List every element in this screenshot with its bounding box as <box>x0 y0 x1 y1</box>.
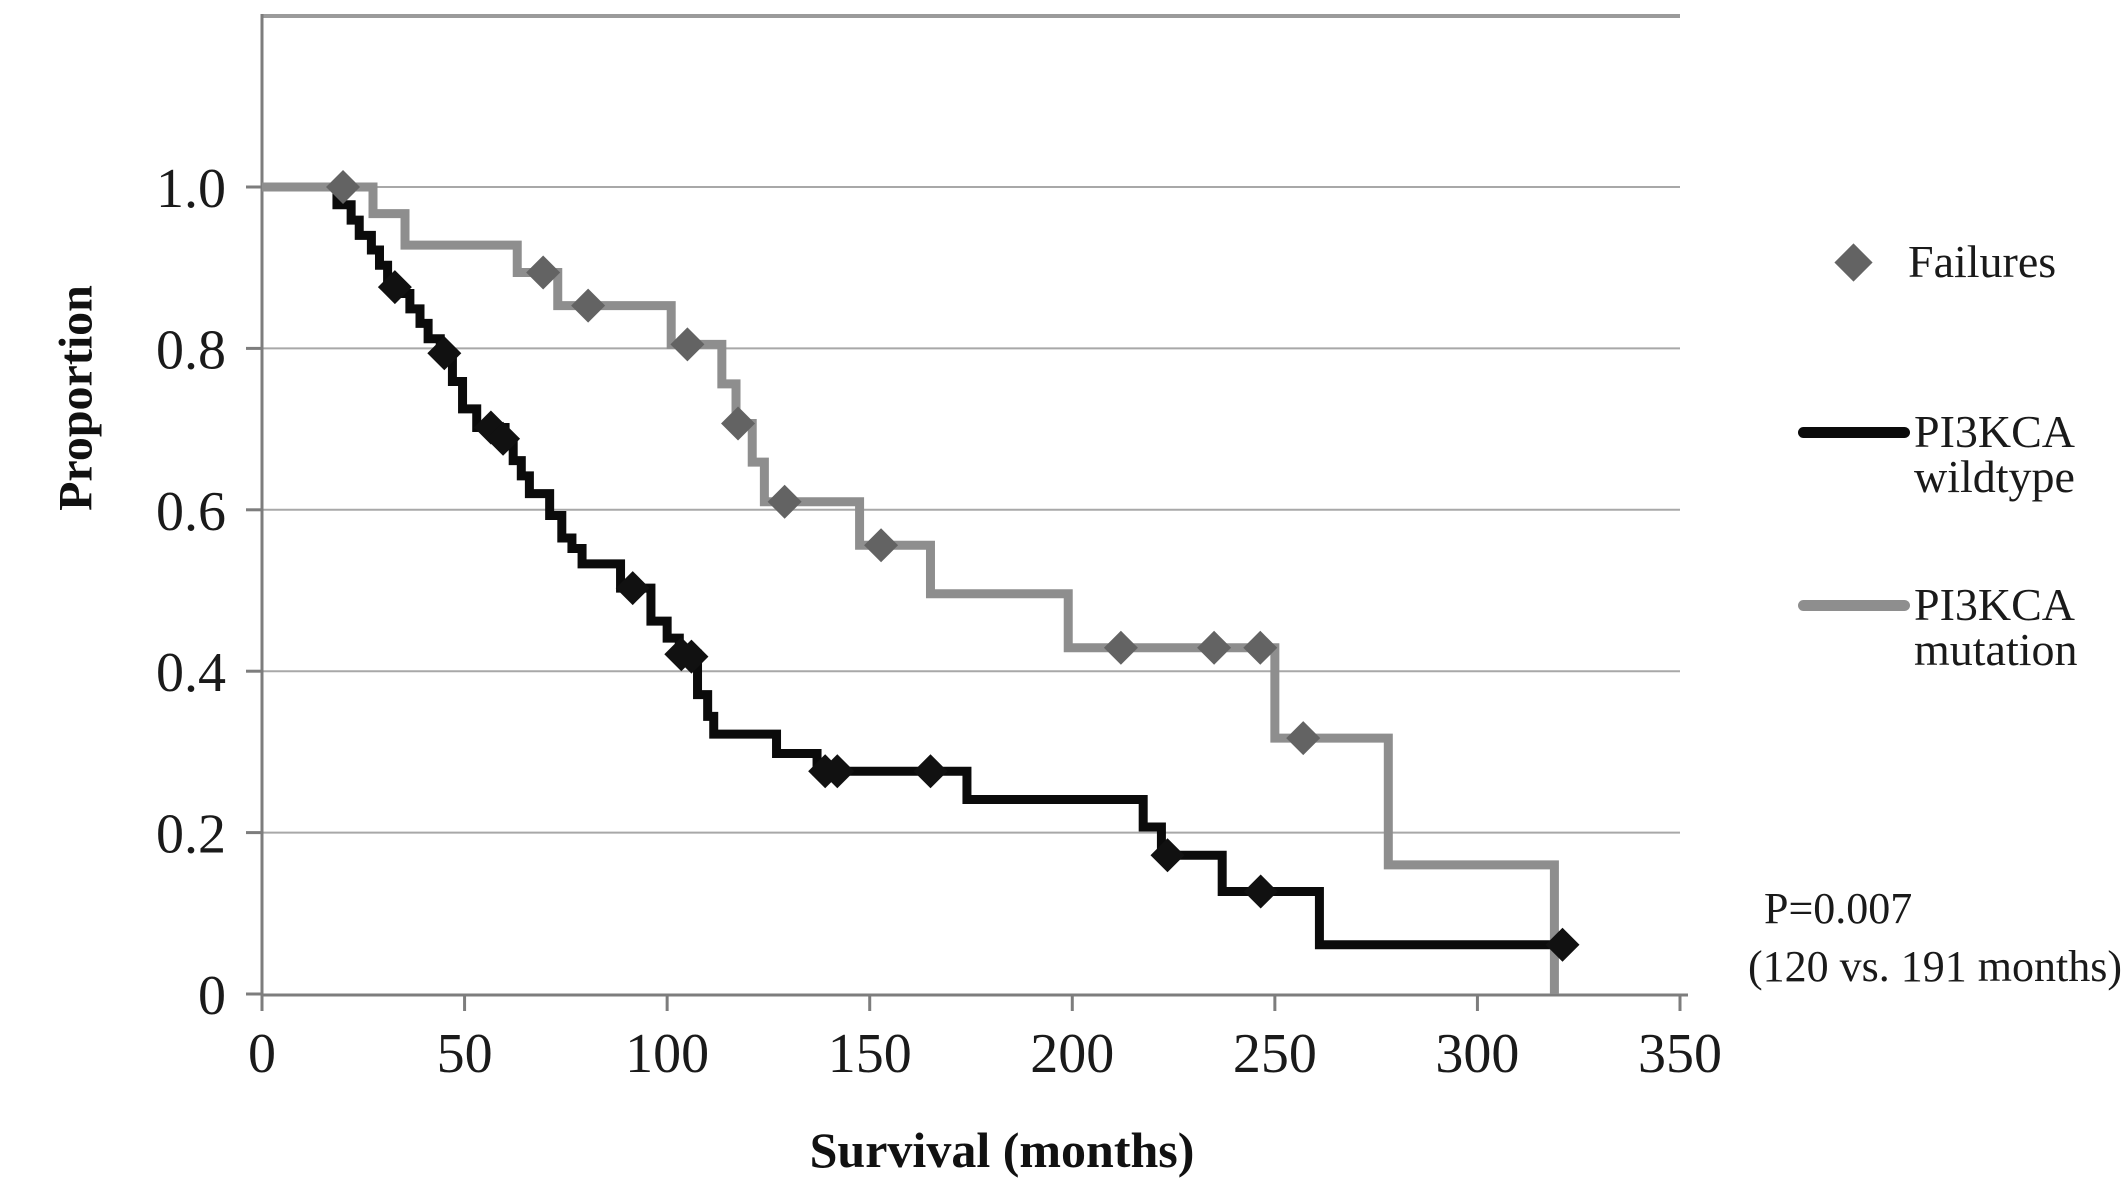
failure-marker-mutation <box>326 170 361 204</box>
x-tick-label: 50 <box>437 1023 493 1085</box>
x-tick-label: 0 <box>248 1023 276 1085</box>
x-tick-label: 100 <box>625 1023 709 1085</box>
x-tick-label: 350 <box>1638 1023 1722 1085</box>
y-tick-label: 0 <box>198 965 226 1027</box>
p-value-text: P=0.007 <box>1764 884 1913 933</box>
failure-marker-wildtype <box>486 421 521 456</box>
legend-item-wildtype: PI3KCA wildtype <box>1914 406 2075 502</box>
x-tick-label: 150 <box>828 1023 912 1085</box>
failure-marker-mutation <box>721 406 756 441</box>
failure-marker-mutation <box>767 484 802 519</box>
wildtype-curve <box>262 182 1567 950</box>
y-tick-label: 0.2 <box>156 804 226 866</box>
failure-marker-wildtype <box>913 754 948 789</box>
y-tick-label: 0.6 <box>156 481 226 543</box>
y-tick-label: 1.0 <box>156 158 226 220</box>
failure-marker-mutation <box>526 255 561 290</box>
failure-marker-wildtype <box>427 336 462 371</box>
failure-marker-wildtype <box>1545 927 1580 962</box>
wildtype-line-swatch-icon <box>1798 427 1910 438</box>
y-axis-title: Proportion <box>49 285 103 511</box>
failure-marker-mutation <box>1243 630 1278 665</box>
failure-marker-wildtype <box>1243 874 1278 909</box>
x-tick-label: 200 <box>1030 1023 1114 1085</box>
median-survival-text: (120 vs. 191 months) <box>1748 942 2122 991</box>
failure-marker-mutation <box>571 288 606 323</box>
failure-marker-mutation <box>1197 630 1232 665</box>
legend-item-mutation: PI3KCA mutation <box>1914 579 2078 675</box>
failure-marker-mutation <box>1103 630 1138 665</box>
x-tick-label: 300 <box>1435 1023 1519 1085</box>
failure-marker-mutation <box>1286 721 1321 756</box>
failure-marker-wildtype <box>615 571 650 606</box>
legend-item-failures: Failures <box>1908 236 2057 287</box>
mutation-line-swatch-icon <box>1798 600 1910 611</box>
failure-marker-mutation <box>670 327 705 362</box>
failure-marker-wildtype <box>377 270 412 305</box>
y-tick-label: 0.8 <box>156 319 226 381</box>
mutation-curve <box>262 182 1559 994</box>
x-axis-title: Survival (months) <box>809 1122 1195 1178</box>
failure-marker-wildtype <box>820 754 855 789</box>
y-tick-label: 0.4 <box>156 642 226 704</box>
failure-marker-wildtype <box>1150 838 1185 873</box>
p-value-annotation: P=0.007 (120 vs. 191 months) <box>1748 880 2122 996</box>
failure-marker-mutation <box>864 528 899 563</box>
x-tick-label: 250 <box>1233 1023 1317 1085</box>
failure-marker-wildtype <box>674 639 709 674</box>
